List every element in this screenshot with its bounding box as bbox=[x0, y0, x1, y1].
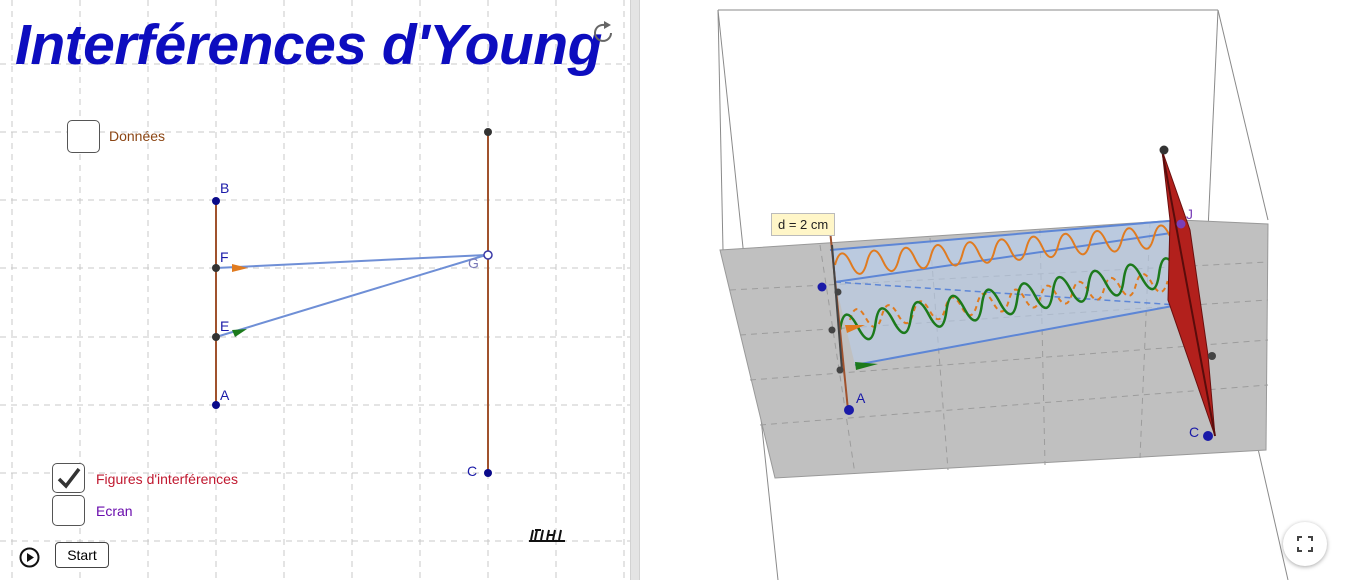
wave-orange-dashed bbox=[849, 273, 1169, 328]
label-j-3d: J bbox=[1186, 206, 1193, 222]
point-a bbox=[212, 401, 220, 409]
ray-eg bbox=[215, 254, 487, 338]
view-divider[interactable] bbox=[630, 0, 640, 580]
label-c: C bbox=[467, 463, 478, 479]
checkmark-icon bbox=[57, 467, 81, 489]
point-g bbox=[483, 250, 493, 260]
label-f: F bbox=[220, 249, 229, 265]
graphics-2d-view[interactable]: B F E A G C Interférences d'Young Donnée… bbox=[0, 0, 630, 580]
point-e bbox=[212, 333, 220, 341]
figures-checkbox[interactable] bbox=[52, 463, 85, 493]
wave-green bbox=[838, 257, 1178, 341]
fullscreen-button[interactable] bbox=[1283, 522, 1327, 566]
label-e: E bbox=[220, 318, 230, 334]
wave-orange-solid bbox=[834, 224, 1171, 275]
play-icon[interactable] bbox=[19, 547, 40, 568]
label-a: A bbox=[220, 387, 230, 403]
label-a-3d: A bbox=[856, 390, 866, 406]
logo-icon bbox=[529, 529, 565, 542]
distance-label: d = 2 cm bbox=[771, 213, 836, 236]
label-g: G bbox=[468, 255, 479, 271]
label-c-3d: C bbox=[1189, 424, 1200, 440]
construction-2d bbox=[212, 128, 493, 477]
page-title: Interférences d'Young bbox=[15, 13, 602, 77]
point-top bbox=[484, 128, 492, 136]
point-f bbox=[212, 264, 220, 272]
arrow-green bbox=[232, 329, 247, 337]
ray-band-lower bbox=[835, 232, 1178, 365]
point-c bbox=[484, 469, 492, 477]
ecran-checkbox[interactable] bbox=[52, 495, 85, 526]
donnees-checkbox[interactable] bbox=[67, 120, 100, 153]
donnees-label: Données bbox=[109, 128, 166, 144]
figures-label: Figures d'interférences bbox=[96, 471, 238, 487]
reset-icon[interactable] bbox=[590, 20, 616, 46]
point-b bbox=[212, 197, 220, 205]
fullscreen-icon bbox=[1297, 536, 1313, 552]
start-button[interactable]: Start bbox=[55, 542, 109, 568]
arrow-orange bbox=[232, 264, 248, 272]
ecran-label: Ecran bbox=[96, 503, 133, 519]
graphics-3d-view[interactable]: A C J d = 2 cm bbox=[640, 0, 1354, 580]
scene-3d bbox=[717, 9, 1289, 580]
ray-fg bbox=[215, 254, 487, 269]
label-b: B bbox=[220, 180, 230, 196]
